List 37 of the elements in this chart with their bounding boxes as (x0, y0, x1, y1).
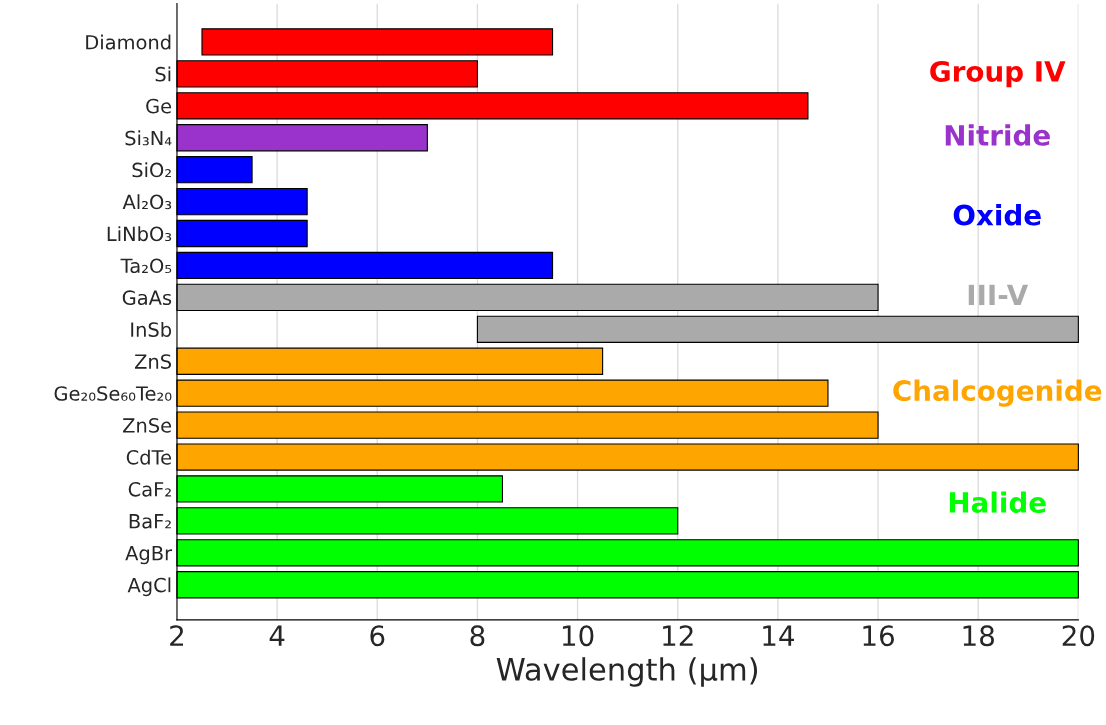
y-tick-label: LiNbO₃ (107, 226, 172, 242)
y-tick-label: ZnSe (123, 418, 172, 433)
x-tick-label: 4 (269, 625, 285, 646)
y-tick-label: Ge (146, 98, 172, 114)
y-tick-label: CdTe (126, 449, 172, 465)
y-tick-label: SiO₂ (132, 162, 171, 178)
x-tick-label: 18 (963, 625, 994, 647)
y-tick-label: BaF₂ (129, 514, 171, 529)
series-label: Halide (949, 491, 1046, 513)
x-tick-label: 12 (663, 625, 693, 646)
y-tick-label: GaAs (122, 290, 172, 306)
bar (201, 28, 554, 56)
x-tick-label: 20 (1062, 625, 1095, 647)
y-tick-label: InSb (131, 321, 172, 337)
x-tick-label: 2 (170, 625, 184, 646)
y-tick-label: Al₂O₃ (122, 194, 172, 210)
y-tick-label: ZnS (134, 354, 172, 369)
y-tick-label: Diamond (86, 34, 171, 50)
x-tick-label: 14 (763, 625, 794, 646)
text: Nitride (945, 124, 1050, 146)
text: Group IV (930, 60, 1066, 88)
series-label: Chalcogenide (893, 379, 1102, 407)
series-label: III-V (968, 284, 1029, 306)
x-tick-label: 6 (370, 625, 385, 647)
x-tick-label: 10 (562, 625, 594, 647)
y-tick-label: Si (155, 66, 171, 82)
y-tick-label: Ge₂₀Se₆₀Te₂₀ (54, 386, 172, 401)
text: Oxide (953, 204, 1041, 226)
y-tick-label: CaF₂ (128, 481, 171, 497)
bar (476, 315, 1079, 343)
x-tick-label: 16 (863, 625, 894, 647)
y-tick-label: Ta₂O₅ (120, 258, 172, 274)
x-axis-title: Wavelength (µm) (496, 657, 758, 687)
y-tick-label: AgBr (125, 546, 173, 565)
y-tick-label: AgCl (127, 577, 171, 597)
x-tick-label: 8 (470, 625, 485, 647)
y-tick-label: Si₃N₄ (125, 130, 172, 146)
